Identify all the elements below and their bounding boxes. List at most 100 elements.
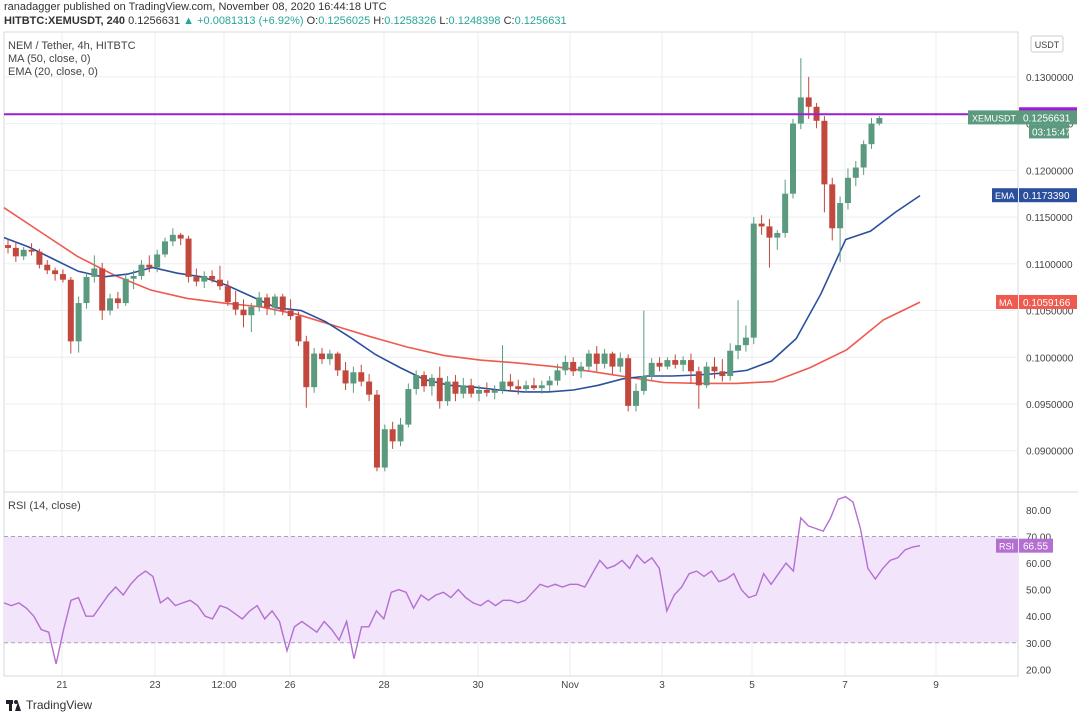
candle-up: [154, 249, 161, 273]
candle-down: [687, 353, 694, 384]
low-value: 0.1248398: [448, 15, 501, 27]
symbol-label: HITBTC:XEMUSDT, 240: [4, 15, 126, 27]
candle-down: [193, 268, 200, 287]
ohlc-line: HITBTC:XEMUSDT, 240 0.1256631 ▲ +0.00813…: [4, 15, 567, 27]
candle-body: [295, 316, 302, 342]
ema-label: EMA: [992, 188, 1018, 203]
candle-body: [122, 278, 129, 304]
candle-body: [609, 353, 616, 367]
candle-down: [36, 248, 43, 269]
candle-body: [633, 390, 639, 406]
rsi-tick-label: 70.00: [1026, 533, 1051, 544]
candle-down: [389, 421, 396, 449]
ema-value-box: [1019, 188, 1077, 203]
candle-up: [405, 383, 412, 428]
candle-down: [593, 346, 600, 372]
candle-up: [648, 358, 655, 381]
candle-body: [625, 358, 632, 406]
candle-body: [326, 353, 333, 360]
rsi-tick-label: 30.00: [1026, 639, 1051, 650]
candle-down: [224, 280, 231, 306]
candle-body: [491, 389, 498, 393]
candle-down: [695, 366, 702, 409]
candle-up: [20, 246, 27, 261]
candle-up: [499, 345, 506, 394]
high-value: 0.1258326: [384, 15, 437, 27]
candle-body: [28, 249, 35, 252]
candle-up: [876, 116, 883, 126]
candle-down: [570, 357, 577, 376]
currency-label: USDT: [1035, 40, 1060, 50]
candle-body: [256, 297, 263, 307]
candle-body: [468, 385, 475, 394]
candle-up: [868, 117, 875, 149]
candle-body: [452, 381, 459, 394]
candle-body: [334, 353, 341, 371]
candle-up: [83, 272, 90, 309]
y-tick-label: 0.1300000: [1026, 73, 1074, 84]
candle-up: [735, 300, 742, 360]
candle-body: [687, 360, 694, 372]
candle-body: [421, 375, 428, 387]
rsi-band: [4, 536, 1018, 643]
candle-body: [193, 276, 200, 282]
candle-up: [837, 196, 844, 262]
rsi-tick-label: 80.00: [1026, 506, 1051, 517]
candle-body: [216, 279, 223, 287]
candle-body: [287, 310, 294, 317]
candle-body: [742, 337, 749, 346]
x-tick-label: 26: [284, 680, 296, 691]
candle-body: [428, 377, 435, 387]
candle-down: [5, 239, 11, 254]
candle-body: [146, 264, 153, 268]
ma-value-box: [1019, 294, 1077, 309]
candle-body: [703, 366, 710, 386]
y-tick-label: 0.1100000: [1026, 260, 1073, 271]
candle-body: [554, 370, 561, 381]
countdown-value: 03:15:47: [1032, 127, 1071, 138]
candle-down: [114, 291, 121, 309]
candle-body: [91, 268, 98, 277]
candle-body: [782, 193, 789, 233]
candle-up: [640, 310, 647, 395]
candle-up: [311, 347, 318, 393]
rsi-tick-label: 60.00: [1026, 559, 1051, 570]
candle-down: [468, 378, 475, 398]
candle-down: [334, 351, 341, 376]
high-label: H:: [373, 15, 385, 27]
y-tick-label: 0.1200000: [1026, 166, 1074, 177]
candle-down: [672, 354, 679, 369]
candle-body: [5, 245, 11, 248]
candle-body: [342, 370, 349, 384]
candle-body: [177, 234, 184, 239]
candle-body: [319, 353, 325, 360]
candle-body: [413, 375, 420, 390]
candle-body: [405, 389, 412, 425]
candle-body: [130, 275, 137, 279]
candle-down: [656, 357, 663, 372]
candle-body: [570, 361, 577, 372]
candle-up: [585, 349, 592, 372]
candle-body: [397, 424, 404, 442]
candle-down: [52, 267, 59, 281]
candle-body: [224, 286, 231, 303]
candle-body: [672, 360, 679, 365]
candle-body: [507, 381, 514, 387]
close-label: C:: [503, 15, 515, 27]
candle-up: [460, 377, 467, 399]
candle-body: [311, 353, 318, 388]
candle-down: [240, 299, 247, 328]
candle-body: [852, 167, 859, 178]
candle-up: [413, 370, 420, 395]
candle-up: [562, 355, 569, 376]
candle-body: [640, 375, 647, 391]
candle-body: [735, 345, 742, 351]
candle-body: [766, 226, 773, 238]
candle-down: [177, 232, 184, 246]
candle-down: [319, 347, 325, 364]
x-tick-label: 5: [749, 680, 755, 691]
candle-body: [829, 184, 836, 229]
rsi-label: RSI 66.55: [996, 538, 1053, 553]
countdown-box: [1029, 124, 1069, 139]
